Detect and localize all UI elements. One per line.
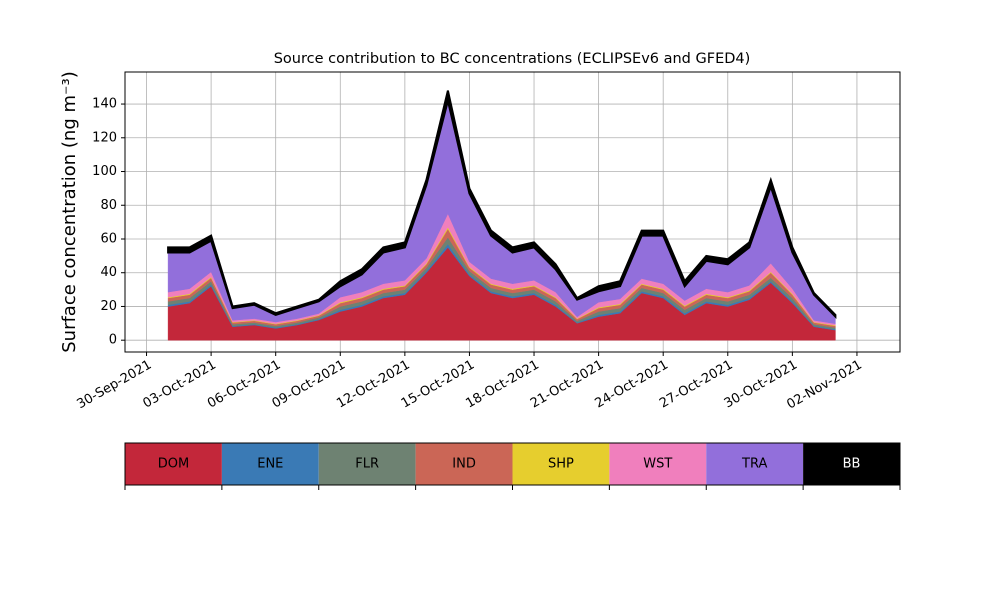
- legend-label: WST: [643, 457, 672, 472]
- y-tick-label: 100: [92, 164, 117, 179]
- area: [167, 90, 837, 320]
- legend-swatch: [125, 443, 222, 485]
- y-tick-label: 20: [100, 299, 117, 314]
- legend-label: IND: [452, 457, 476, 472]
- y-tick-label: 60: [100, 231, 117, 246]
- y-axis-label: Surface concentration (ng m⁻³): [59, 71, 80, 353]
- legend-swatch: [221, 443, 319, 485]
- legend-label: FLR: [355, 457, 379, 472]
- legend-frame: [124, 442, 901, 486]
- y-tick-label: 120: [92, 130, 117, 145]
- x-tick-label: 30-Sep-2021: [74, 358, 154, 413]
- legend-label: TRA: [741, 457, 767, 472]
- y-tick-label: 0: [109, 333, 117, 348]
- legend-label: BB: [843, 457, 861, 472]
- legend-label: SHP: [548, 457, 574, 472]
- legend-label: DOM: [158, 457, 189, 472]
- legend-swatch: [415, 443, 513, 485]
- y-tick-label: 40: [100, 265, 117, 280]
- legend-swatch: [609, 443, 707, 485]
- y-tick-label: 80: [100, 198, 117, 213]
- legend-swatch: [803, 443, 900, 485]
- legend-swatch: [706, 443, 804, 485]
- legend-swatch: [318, 443, 416, 485]
- legend-swatch: [512, 443, 610, 485]
- legend-label: ENE: [257, 457, 283, 472]
- chart-title: Source contribution to BC concentrations…: [274, 51, 751, 67]
- y-tick-label: 140: [92, 97, 117, 112]
- plot-frame: [124, 71, 901, 353]
